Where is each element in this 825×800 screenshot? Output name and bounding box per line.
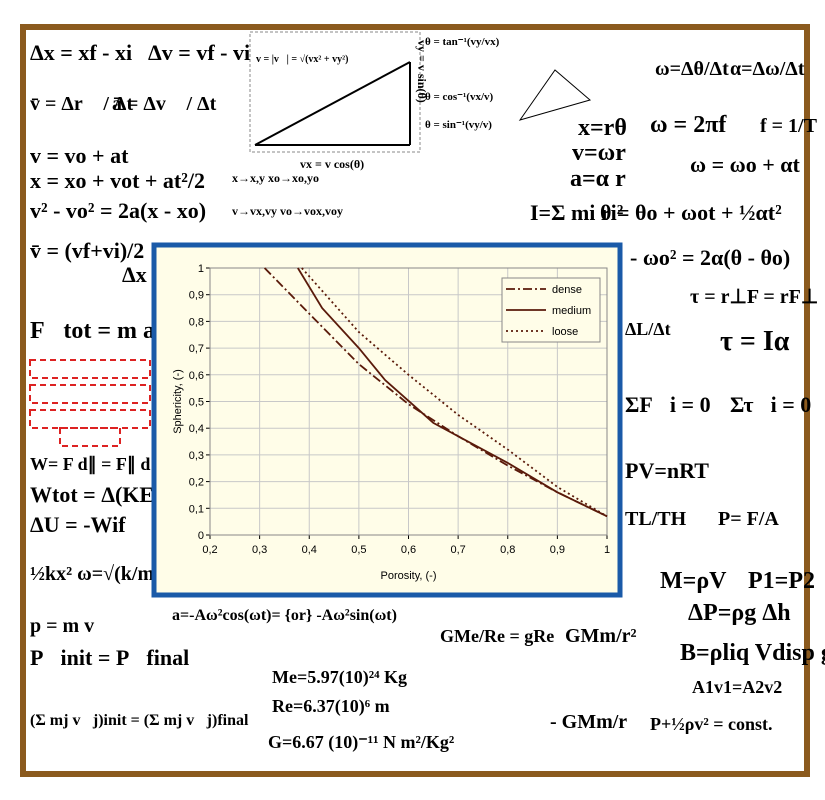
chart: 0 0,1 0,2 0,3 0,4 0,5 0,6 0,7 0,8 0,9 1 0,2 0,3 0,4 0,… bbox=[151, 242, 623, 598]
x-tick-label: 0,6 bbox=[401, 544, 416, 556]
formula: a=α r bbox=[570, 166, 626, 192]
formula-layer: Δx = xf - xi Δv = vf - vi v̄ = Δr⃗ / Δtā =… bbox=[30, 36, 825, 753]
formula: G=6.67 (10)⁻¹¹ N m²/Kg² bbox=[268, 732, 454, 753]
formula: ω=Δθ/Δt bbox=[655, 58, 729, 80]
x-tick-label: 0,9 bbox=[550, 544, 565, 556]
legend-label: loose bbox=[552, 326, 578, 338]
formula: Δx = xf - xi bbox=[30, 40, 132, 65]
y-tick-label: 0,4 bbox=[189, 423, 204, 435]
formula: P+½ρv² = const. bbox=[650, 714, 773, 734]
formula: ā = Δv⃗ / Δt bbox=[112, 93, 217, 115]
formula: v̄ = Δr⃗ / Δt bbox=[30, 93, 133, 115]
formula: α=Δω/Δt bbox=[730, 58, 805, 80]
formula: f = 1/T bbox=[760, 115, 818, 137]
formula: TL/TH bbox=[625, 508, 687, 530]
legend-label: dense bbox=[552, 284, 582, 296]
formula: ½kx² ω=√(k/m) bbox=[30, 563, 161, 585]
formula: PV=nRT bbox=[625, 458, 709, 483]
series-line bbox=[301, 267, 608, 518]
formula: p = m v bbox=[30, 615, 94, 637]
y-tick-label: 0,7 bbox=[189, 343, 204, 355]
x-tick-label: 1 bbox=[604, 544, 610, 556]
formula: θ = sin⁻¹(vy/v) bbox=[425, 119, 492, 131]
formula: v² - vo² = 2a(x - xo) bbox=[30, 198, 206, 223]
formula: θ = θo + ωot + ½αt² bbox=[600, 200, 782, 225]
formula: vy = v sin(θ) bbox=[415, 40, 429, 103]
y-tick-label: 0,6 bbox=[189, 370, 204, 382]
formula: M=ρV bbox=[660, 568, 727, 594]
formula: B=ρliq Vdisp g bbox=[680, 640, 825, 666]
formula: v=ωr bbox=[572, 140, 626, 166]
formula: GMe/Re = gRe bbox=[440, 626, 554, 646]
x-tick-label: 0,8 bbox=[500, 544, 515, 556]
y-tick-label: 1 bbox=[198, 263, 204, 275]
formula: x = xo + vot + at²/2 bbox=[30, 168, 205, 193]
formula: v = |v⃗| = √(vx² + vy²) bbox=[256, 54, 348, 65]
formula: I=Σ mi ri² bbox=[530, 200, 624, 225]
legend-label: medium bbox=[552, 305, 591, 317]
formula: Δv = vf - vi bbox=[148, 40, 250, 65]
formula: GMm/r² bbox=[565, 625, 637, 647]
y-axis-label: Sphericity, (-) bbox=[172, 369, 184, 434]
formula: τ = Iα bbox=[720, 326, 790, 357]
y-tick-label: 0,3 bbox=[189, 450, 204, 462]
y-tick-label: 0,1 bbox=[189, 503, 204, 515]
formula: - ωo² = 2α(θ - θo) bbox=[630, 245, 790, 270]
x-axis-label: Porosity, (-) bbox=[380, 570, 436, 582]
y-tick-label: 0,8 bbox=[189, 316, 204, 328]
formula: v→vx,vy vo→vox,voy bbox=[232, 204, 343, 218]
x-tick-label: 0,4 bbox=[302, 544, 317, 556]
y-tick-label: 0,5 bbox=[189, 397, 204, 409]
y-tick-label: 0,9 bbox=[189, 290, 204, 302]
formula: Δx bbox=[122, 262, 147, 287]
formula: F⃗tot = m a⃗ bbox=[30, 318, 174, 344]
formula: - GMm/r bbox=[550, 711, 627, 733]
formula: ΔP=ρg Δh bbox=[688, 600, 791, 626]
formula: P1=P2 bbox=[748, 568, 815, 594]
formula: ΣF⃗i = 0 bbox=[625, 392, 711, 417]
formula: ΔL/Δt bbox=[625, 319, 671, 339]
x-tick-label: 0,7 bbox=[450, 544, 465, 556]
formula: v = vo + at bbox=[30, 143, 129, 168]
formula: P⃗init = P⃗final bbox=[30, 645, 189, 670]
formula: a=-Aω²cos(ωt)= {or} -Aω²sin(ωt) bbox=[172, 607, 397, 624]
formula: x=rθ bbox=[578, 115, 627, 141]
plot-area bbox=[209, 267, 608, 536]
formula: Wtot = Δ(KE) bbox=[30, 482, 161, 507]
y-tick-label: 0 bbox=[198, 530, 204, 542]
formula: (Σ mj v⃗j)init = (Σ mj v⃗j)final bbox=[30, 712, 249, 729]
y-tick-label: 0,2 bbox=[189, 477, 204, 489]
formula: ΔU = -Wif bbox=[30, 512, 126, 537]
formula: P= F/A bbox=[718, 508, 779, 530]
formula: vx = v cos(θ) bbox=[300, 157, 364, 171]
series-line bbox=[297, 267, 608, 518]
vector-diagram bbox=[249, 31, 592, 153]
formula: Re=6.37(10)⁶ m bbox=[272, 696, 390, 717]
formula: v̄ = (vf+vi)/2 bbox=[30, 238, 144, 263]
formula: ω = 2πf bbox=[650, 112, 727, 138]
formula: θ = cos⁻¹(vx/v) bbox=[425, 91, 493, 103]
x-tick-label: 0,2 bbox=[202, 544, 217, 556]
formula: A1v1=A2v2 bbox=[692, 677, 782, 697]
formula: τ = r⊥F = rF⊥ bbox=[690, 286, 818, 308]
formula: ω = ωo + αt bbox=[690, 152, 801, 177]
formula: Στ⃗i = 0 bbox=[730, 392, 811, 417]
formula: W= F d∥ = F∥ d bbox=[30, 454, 150, 475]
dashed-boxes bbox=[29, 359, 151, 447]
x-tick-label: 0,3 bbox=[252, 544, 267, 556]
formula: Me=5.97(10)²⁴ Kg bbox=[272, 667, 407, 688]
formula: x→x,y xo→xo,yo bbox=[232, 171, 319, 185]
x-tick-label: 0,5 bbox=[351, 544, 366, 556]
formula: θ = tan⁻¹(vy/vx) bbox=[425, 36, 500, 48]
